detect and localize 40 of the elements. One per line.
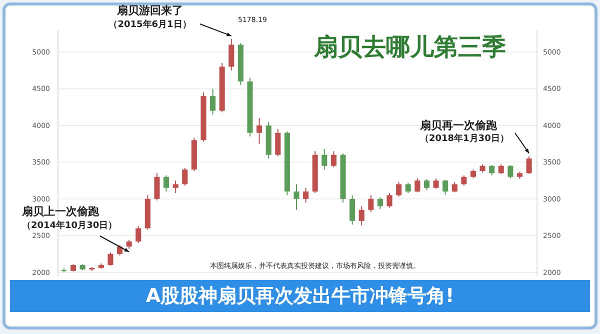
candlestick <box>210 88 216 115</box>
candlestick <box>433 178 439 190</box>
candlestick <box>108 252 114 266</box>
text: （2015年6月1日） <box>108 19 192 30</box>
candlestick <box>386 192 392 208</box>
candlestick <box>461 174 467 186</box>
annotation: （2014年10月30日） <box>22 220 118 231</box>
annotation: 扇贝再一次偷跑 <box>419 119 498 132</box>
candlestick <box>414 178 420 193</box>
candlestick <box>322 148 328 170</box>
candlestick <box>154 172 160 201</box>
candlestick <box>275 128 281 157</box>
candlestick <box>424 178 430 191</box>
candlestick <box>294 184 300 210</box>
candlestick <box>172 180 178 194</box>
candlestick <box>350 194 356 226</box>
candlestick <box>330 150 336 168</box>
text: A股股神扇贝再次发出牛市冲锋号角! <box>146 285 454 307</box>
annotation: 扇贝上一次偷跑 <box>21 205 100 218</box>
chart-title: 扇贝去哪儿第三季 <box>313 33 506 61</box>
candlestick <box>256 118 262 144</box>
candlestick <box>228 38 234 71</box>
candlestick <box>405 182 411 194</box>
candlestick <box>116 244 123 256</box>
candlestick <box>396 182 402 198</box>
candlestick <box>358 206 364 226</box>
text: 扇贝游回来了 <box>116 4 183 17</box>
candlestick <box>526 156 532 174</box>
annotation: （2018年1月30日） <box>420 133 509 144</box>
candlestick <box>136 226 142 244</box>
candlestick <box>452 182 458 193</box>
candlestick <box>377 196 383 210</box>
candlestick <box>442 179 448 195</box>
candlestick <box>182 168 188 186</box>
candlestick <box>164 174 170 192</box>
candlestick <box>368 194 374 213</box>
candlestick <box>508 164 514 179</box>
candlestick <box>489 164 495 176</box>
candlestick <box>498 164 504 174</box>
candlestick <box>303 187 309 204</box>
